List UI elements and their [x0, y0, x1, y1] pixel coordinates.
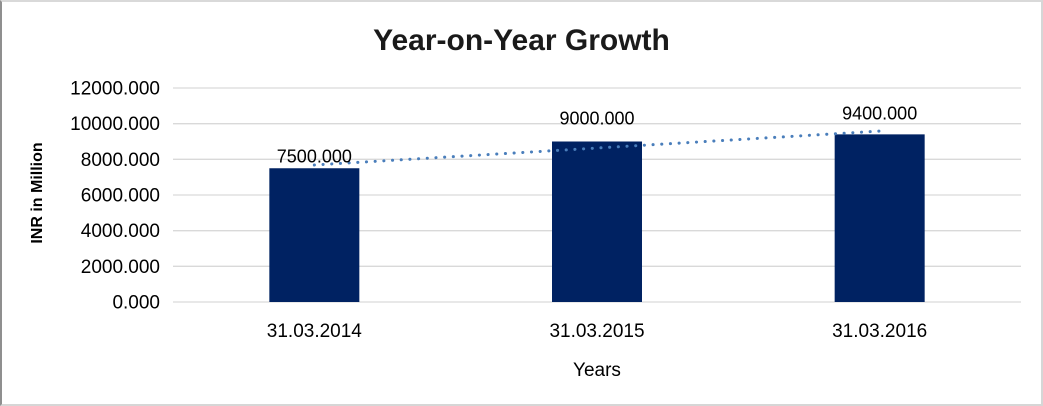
y-tick-label: 2000.000: [81, 257, 160, 278]
trendline: [312, 129, 882, 167]
y-tick-label: 4000.000: [81, 221, 160, 242]
chart-title: Year-on-Year Growth: [373, 24, 670, 57]
y-tick-label: 10000.000: [70, 114, 160, 135]
x-tick-label: 31.03.2014: [267, 321, 363, 342]
x-tick-label: 31.03.2016: [832, 321, 927, 342]
data-label: 9400.000: [842, 103, 917, 123]
x-axis-title: Years: [573, 360, 621, 381]
bar: [834, 134, 925, 302]
y-tick-label: 8000.000: [81, 150, 160, 171]
y-tick-label: 12000.000: [70, 79, 160, 100]
data-label: 9000.000: [559, 109, 634, 129]
bar: [269, 168, 360, 302]
y-tick-label: 6000.000: [81, 186, 160, 207]
y-tick-label: 0.000: [112, 293, 160, 314]
x-tick-label: 31.03.2015: [549, 321, 644, 342]
bar: [552, 141, 642, 302]
data-label: 7500.000: [277, 146, 352, 166]
